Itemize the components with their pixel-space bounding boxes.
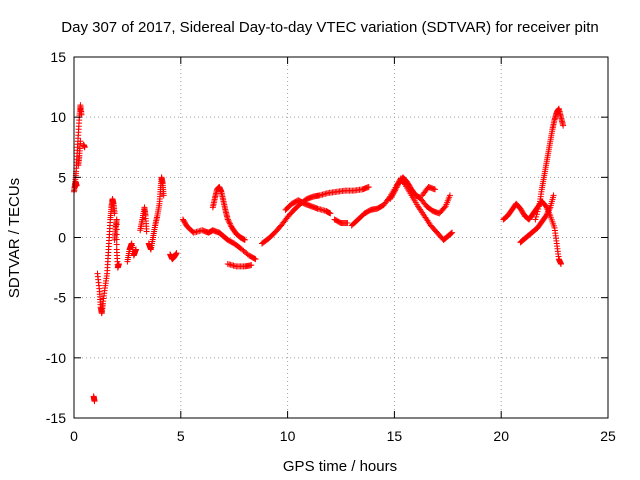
- data-point: [558, 260, 565, 267]
- data-point: [394, 183, 401, 190]
- data-point: [447, 230, 454, 237]
- y-tick-label: 5: [58, 169, 66, 185]
- data-point: [252, 256, 259, 263]
- data-point: [449, 229, 456, 236]
- data-point: [365, 183, 372, 190]
- y-tick-label: -10: [46, 350, 66, 366]
- data-point: [111, 210, 118, 217]
- data-point: [535, 206, 542, 213]
- data-point: [545, 207, 552, 214]
- data-point: [78, 111, 85, 118]
- data-point: [81, 144, 88, 151]
- y-axis-label: SDTVAR / TECUs: [6, 178, 23, 298]
- data-point: [73, 182, 80, 189]
- x-tick-label: 25: [600, 428, 616, 444]
- data-point: [241, 236, 248, 243]
- data-point: [113, 216, 120, 223]
- data-point: [327, 210, 334, 217]
- data-point: [173, 250, 180, 257]
- data-point: [132, 246, 139, 253]
- data-point: [160, 192, 167, 199]
- y-tick-label: -5: [54, 290, 67, 306]
- data-point: [91, 398, 98, 405]
- data-point: [535, 203, 542, 210]
- y-tick-label: 10: [50, 109, 66, 125]
- data-point: [225, 217, 232, 224]
- data-point: [226, 219, 233, 226]
- data-point: [226, 220, 233, 227]
- data-point: [546, 205, 553, 212]
- x-tick-label: 0: [70, 428, 78, 444]
- x-tick-label: 5: [177, 428, 185, 444]
- y-tick-label: 15: [50, 49, 66, 65]
- data-point: [113, 241, 120, 248]
- data-point: [393, 184, 400, 191]
- y-tick-label: 0: [58, 230, 66, 246]
- data-point: [532, 216, 539, 223]
- data-point: [115, 260, 122, 267]
- x-axis-label: GPS time / hours: [283, 458, 397, 475]
- data-point: [545, 208, 552, 215]
- data-point: [113, 231, 120, 238]
- data-point: [390, 189, 397, 196]
- data-point: [543, 211, 550, 218]
- x-tick-label: 20: [493, 428, 509, 444]
- data-point: [248, 262, 255, 269]
- data-point: [227, 222, 234, 229]
- data-point: [251, 255, 258, 262]
- data-point: [391, 188, 398, 195]
- data-points: [71, 102, 567, 405]
- x-tick-label: 10: [280, 428, 296, 444]
- data-point: [544, 210, 551, 217]
- data-point: [534, 208, 541, 215]
- axis-ticks: 0 5 10 15 20 25 -15 -10 -5 0 5 10 15: [46, 49, 616, 444]
- data-point: [441, 204, 448, 211]
- data-point: [344, 220, 351, 227]
- data-point: [113, 226, 120, 233]
- data-point: [550, 192, 557, 199]
- data-point: [113, 236, 120, 243]
- chart-title: Day 307 of 2017, Sidereal Day-to-day VTE…: [61, 19, 598, 36]
- x-tick-label: 15: [387, 428, 403, 444]
- data-point: [446, 192, 453, 199]
- data-point: [533, 213, 540, 220]
- data-point: [224, 216, 231, 223]
- y-tick-label: -15: [46, 410, 66, 426]
- data-point: [560, 122, 567, 129]
- data-point: [448, 230, 455, 237]
- data-point: [431, 186, 438, 193]
- data-point: [113, 221, 120, 228]
- data-point: [533, 211, 540, 218]
- data-point: [392, 187, 399, 194]
- data-point: [143, 228, 150, 235]
- data-point: [77, 138, 84, 145]
- data-point: [392, 185, 399, 192]
- data-point: [543, 212, 550, 219]
